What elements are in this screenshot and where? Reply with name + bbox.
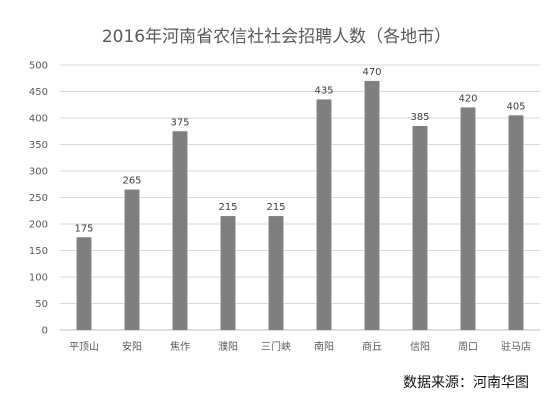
y-tick-label: 300 — [29, 167, 48, 178]
data-label: 375 — [170, 117, 189, 128]
bar — [268, 216, 284, 330]
bar — [364, 80, 380, 331]
y-tick-label: 450 — [29, 87, 48, 98]
x-tick-label: 商丘 — [362, 340, 382, 353]
x-tick-label: 驻马店 — [501, 340, 531, 353]
y-tick-label: 400 — [29, 114, 48, 125]
bar — [316, 99, 332, 330]
bar — [172, 131, 188, 330]
data-label: 215 — [218, 202, 237, 213]
data-label: 265 — [122, 176, 141, 187]
x-tick-label: 周口 — [458, 341, 478, 353]
data-label: 175 — [74, 223, 93, 234]
x-tick-label: 三门峡 — [261, 340, 291, 353]
labels: 0 50 100 150 200 250 300 350 400 450 500 175 平顶山 265 安… — [29, 61, 531, 354]
data-label: 420 — [458, 93, 477, 104]
bars — [76, 80, 524, 331]
bar — [412, 125, 428, 330]
gridlines — [60, 64, 540, 331]
bar — [124, 189, 140, 330]
data-label: 405 — [506, 101, 525, 112]
bar — [76, 237, 92, 330]
y-tick-label: 100 — [29, 273, 48, 284]
chart-title: 2016年河南省农信社社会招聘人数（各地市） — [101, 27, 452, 47]
y-tick-label: 250 — [29, 193, 48, 204]
bar — [460, 107, 476, 331]
data-label: 215 — [266, 202, 285, 213]
source-note: 数据来源：河南华图 — [403, 375, 529, 391]
x-tick-label: 焦作 — [170, 340, 190, 353]
x-tick-label: 安阳 — [122, 340, 142, 353]
data-label: 385 — [410, 112, 429, 123]
y-tick-label: 350 — [29, 140, 48, 151]
bar — [508, 115, 524, 330]
y-tick-label: 50 — [35, 299, 48, 310]
y-tick-label: 0 — [42, 326, 48, 337]
x-tick-label: 平顶山 — [69, 341, 99, 353]
x-tick-label: 信阳 — [410, 341, 430, 353]
data-label: 435 — [314, 85, 333, 96]
y-tick-label: 500 — [29, 61, 48, 72]
y-tick-label: 200 — [29, 220, 48, 231]
data-label: 470 — [362, 67, 381, 78]
bar — [220, 216, 236, 330]
x-tick-label: 南阳 — [314, 340, 334, 353]
x-tick-label: 濮阳 — [218, 340, 238, 353]
y-tick-label: 150 — [29, 246, 48, 257]
